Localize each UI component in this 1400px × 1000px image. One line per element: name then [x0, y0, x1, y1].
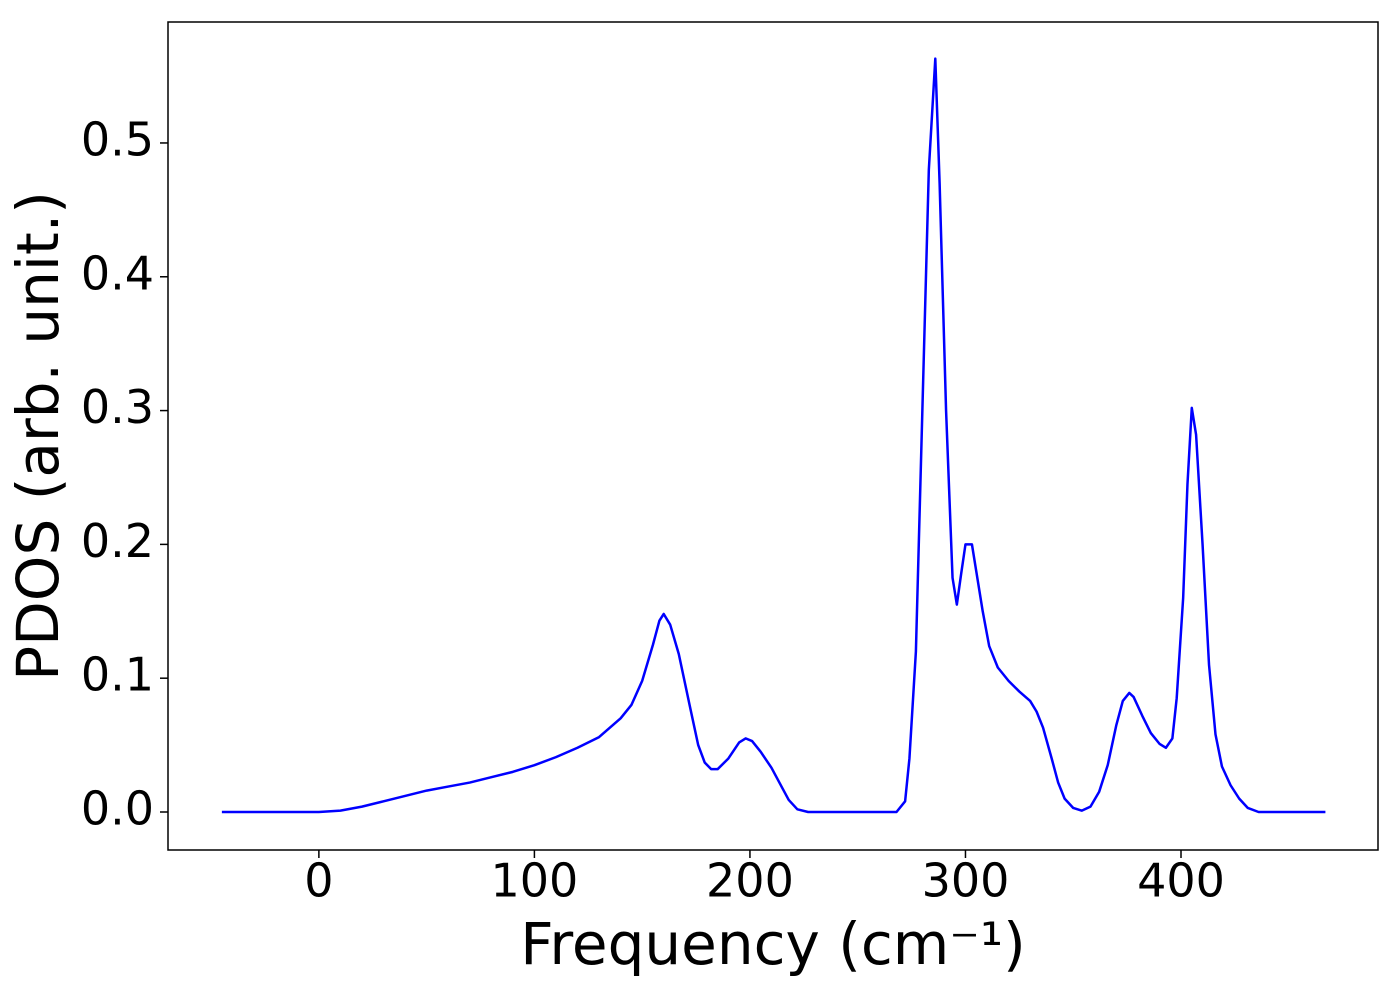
x-axis-label: Frequency (cm⁻¹)	[520, 910, 1026, 978]
y-tick-label: 0.1	[81, 648, 154, 702]
y-tick-label: 0.3	[81, 380, 154, 434]
y-tick-label: 0.0	[81, 781, 154, 835]
data-line	[221, 57, 1326, 814]
y-tick-label: 0.2	[81, 514, 154, 568]
y-tick-label: 0.5	[81, 112, 154, 166]
x-tick-label: 300	[922, 854, 1010, 908]
x-tick-label: 400	[1137, 854, 1225, 908]
y-axis-label: PDOS (arb. unit.)	[4, 191, 72, 681]
x-tick-label: 0	[304, 854, 333, 908]
y-tick-label: 0.4	[81, 246, 154, 300]
plot-frame	[167, 21, 1379, 851]
x-tick-label: 200	[706, 854, 794, 908]
x-tick-label: 100	[490, 854, 578, 908]
